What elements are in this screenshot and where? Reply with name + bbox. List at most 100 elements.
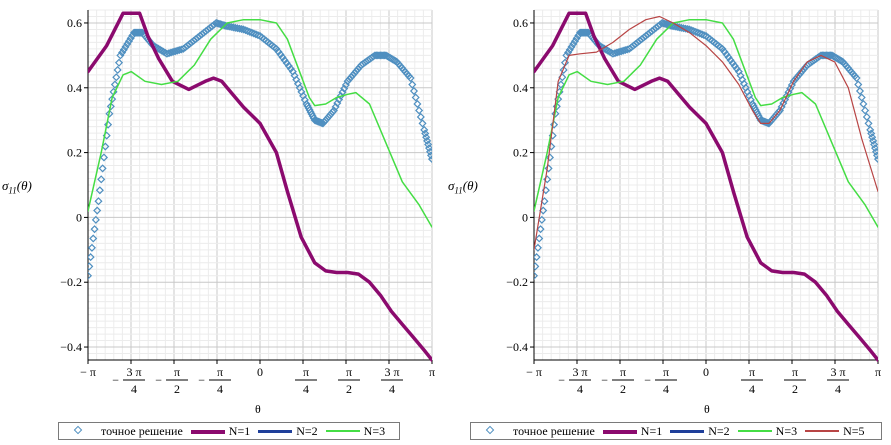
data-point — [534, 253, 541, 262]
data-point — [570, 37, 579, 46]
data-point — [550, 120, 559, 129]
data-point — [637, 35, 646, 44]
data-point — [203, 25, 213, 34]
x-tick-label: π 4− — [198, 365, 231, 396]
x-tick-sign: − — [644, 373, 651, 387]
data-point — [425, 144, 432, 153]
data-point — [237, 24, 246, 34]
data-point — [654, 22, 663, 31]
x-tick-numerator: 3 π — [572, 365, 587, 379]
x-tick-denominator: 4 — [663, 382, 669, 396]
data-point — [537, 215, 546, 224]
x-tick-numerator: π — [303, 365, 309, 379]
data-point — [247, 28, 256, 37]
data-point — [201, 27, 210, 36]
data-point — [535, 234, 544, 243]
data-point — [867, 129, 876, 138]
data-point — [175, 46, 184, 55]
x-tick-label: π 2− — [601, 365, 634, 396]
x-tick-text: π — [429, 365, 435, 379]
x-tick-numerator: π — [663, 365, 669, 379]
data-point — [424, 140, 432, 149]
data-point — [119, 45, 128, 54]
y-axis-label: σ11(θ) — [448, 178, 478, 196]
x-tick-text: − π — [80, 365, 96, 379]
data-point — [251, 30, 260, 39]
data-point — [135, 28, 144, 37]
y-tick-label: 0.4 — [67, 81, 82, 95]
data-point — [328, 108, 337, 117]
data-point — [241, 26, 250, 35]
data-point — [124, 37, 133, 46]
data-point — [91, 215, 100, 224]
data-point — [108, 95, 117, 104]
series-line — [88, 11, 432, 362]
data-point — [536, 225, 545, 234]
data-point — [426, 147, 432, 156]
x-tick-denominator: 2 — [346, 382, 352, 396]
data-point — [195, 31, 204, 40]
data-point — [562, 51, 571, 60]
legend-swatch — [737, 425, 772, 437]
data-point — [854, 80, 863, 89]
x-tick-sign: − — [155, 373, 162, 387]
data-point — [695, 29, 704, 38]
data-point — [352, 67, 361, 76]
x-tick-label: π 4− — [644, 365, 677, 396]
data-point — [123, 39, 132, 49]
data-point — [185, 39, 194, 49]
data-point — [868, 133, 877, 142]
data-point — [872, 151, 878, 160]
data-point — [608, 49, 617, 58]
data-point — [556, 80, 565, 89]
data-point — [88, 262, 94, 271]
y-tick-label: 0 — [522, 210, 528, 224]
data-point — [116, 51, 125, 60]
data-point — [633, 38, 642, 47]
y-tick-label: 0.2 — [67, 146, 82, 160]
data-point — [93, 206, 102, 215]
data-point — [166, 48, 176, 57]
x-tick-label: − π — [526, 365, 542, 379]
data-point — [873, 155, 878, 164]
data-point — [420, 125, 429, 134]
legend: точное решение N=1 N=2 N=3 — [58, 422, 400, 440]
x-tick-numerator: 3 π — [126, 365, 141, 379]
legend-swatch — [602, 425, 637, 437]
legend-label: точное решение — [513, 423, 595, 438]
data-point — [348, 71, 357, 80]
data-point — [253, 31, 262, 40]
legend-swatch — [805, 425, 840, 437]
data-point — [534, 271, 539, 280]
x-tick-denominator: 4 — [389, 382, 395, 396]
x-tick-label: 0 — [703, 365, 709, 379]
data-point — [687, 26, 696, 35]
legend-entry: N=3 — [737, 424, 797, 439]
x-axis-label: θ — [255, 402, 261, 416]
data-point — [639, 33, 648, 42]
data-point — [427, 155, 432, 164]
legend-entry: N=2 — [258, 424, 318, 439]
data-point — [621, 46, 630, 55]
legend: точное решение N=1 N=2 N=3 N=5 — [470, 422, 882, 440]
series-N=5 — [534, 15, 878, 251]
data-point — [534, 243, 542, 252]
data-point — [106, 102, 115, 111]
data-point — [110, 80, 119, 89]
x-tick-label: π2 — [784, 365, 806, 396]
data-point — [350, 69, 359, 78]
data-point — [104, 120, 113, 129]
x-tick-denominator: 4 — [835, 382, 841, 396]
data-point — [173, 46, 182, 55]
data-point — [114, 58, 124, 67]
legend-label: N=1 — [640, 423, 663, 438]
data-point — [791, 75, 800, 84]
data-point — [610, 49, 620, 58]
x-tick-text: 0 — [703, 365, 709, 379]
data-point — [859, 99, 868, 109]
legend-entry: N=1 — [190, 424, 250, 439]
data-point — [118, 48, 127, 57]
data-point — [95, 186, 104, 195]
x-tick-numerator: π — [217, 365, 223, 379]
